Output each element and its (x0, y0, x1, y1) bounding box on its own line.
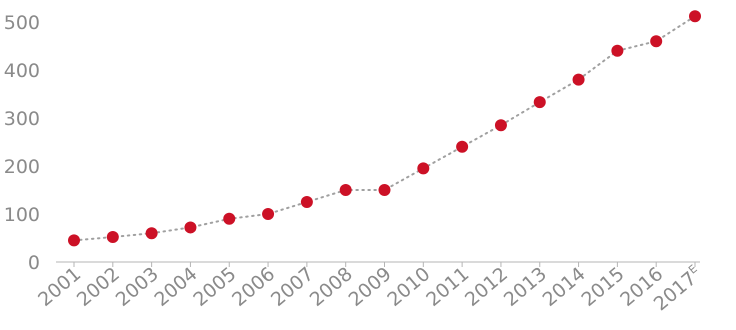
series-line-path (73, 15, 696, 242)
y-axis-tick-labels: 0 100 200 300 400 500 (4, 12, 40, 274)
x-tick-label: 2002 (73, 263, 124, 311)
x-axis (56, 261, 700, 267)
x-axis-tick-labels: 2001200220032004200520062007200820092010… (34, 262, 701, 315)
data-point (184, 221, 197, 234)
y-tick-label: 400 (4, 60, 40, 82)
data-point (106, 231, 119, 244)
data-point (417, 162, 430, 175)
data-point (611, 44, 624, 57)
x-tick-label: 2001 (34, 263, 85, 311)
x-tick-label: 2013 (500, 263, 551, 311)
x-tick-label: 2007 (267, 263, 318, 311)
data-point (145, 227, 158, 240)
x-tick-label: 2005 (189, 263, 240, 311)
data-point (339, 184, 352, 196)
x-tick-label: 2015 (577, 263, 628, 311)
data-point (650, 35, 663, 48)
x-tick-label: 2004 (150, 263, 201, 311)
data-point (572, 73, 585, 86)
y-tick-label: 100 (4, 204, 40, 226)
x-tick-label: 2014 (539, 263, 590, 311)
x-tick-label: 2011 (422, 263, 473, 311)
x-tick-label: 2006 (228, 263, 279, 311)
data-point (300, 196, 313, 208)
y-tick-label: 200 (4, 156, 40, 178)
data-point (262, 208, 275, 220)
series-points (68, 10, 701, 247)
y-tick-label: 300 (4, 108, 40, 130)
data-point (68, 234, 80, 247)
data-point (494, 119, 507, 132)
x-tick-label: 2008 (306, 263, 357, 311)
x-tick-label: 2009 (345, 263, 396, 311)
data-point (689, 10, 701, 23)
x-tick-label: 2010 (383, 263, 434, 311)
data-point (223, 212, 236, 225)
y-tick-label: 500 (4, 12, 40, 34)
series-line (73, 15, 696, 242)
data-point (533, 96, 546, 109)
data-point (378, 184, 391, 196)
x-tick-label: 2012 (461, 263, 512, 311)
x-tick-label: 2003 (112, 263, 163, 311)
data-point (456, 140, 469, 153)
y-tick-label: 0 (28, 252, 40, 274)
